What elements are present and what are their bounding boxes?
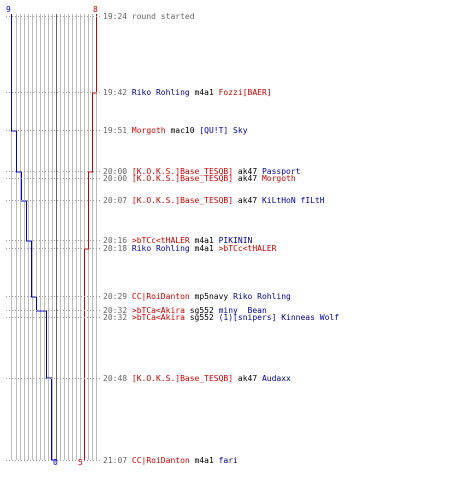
event-message: round started	[131, 12, 195, 21]
weapon-label: mac10	[165, 126, 200, 135]
event-time: 20:00	[103, 174, 132, 183]
weapon-label: ak47	[233, 374, 262, 383]
event-time: 20:32	[103, 313, 132, 322]
player-name: >bTCc<tHALER	[131, 236, 190, 245]
event-row: 19:24 round started	[103, 12, 195, 22]
event-row: 20:48 [K.O.K.S.]Base_TESQB] ak47 Audaxx	[103, 374, 291, 384]
player-name: Audaxx	[261, 374, 291, 383]
weapon-label: sg552	[184, 313, 219, 322]
event-row: 19:51 Morgoth mac10 [QU!T] Sky	[103, 126, 248, 136]
player-name: >bTCc<tHALER	[218, 244, 277, 253]
event-time: 19:24	[103, 12, 132, 21]
player-name: PIKININ	[218, 236, 253, 245]
player-name: CC|RoiDanton	[131, 456, 190, 465]
event-row: 20:32 >bTCa<Akira sg552 (1)[snipers] Kin…	[103, 313, 339, 323]
weapon-label: m4a1	[189, 244, 219, 253]
player-name: [K.O.K.S.]Base_TESQB]	[131, 196, 234, 205]
player-name: Passport	[261, 167, 301, 176]
weapon-label: m4a1	[189, 236, 219, 245]
event-row: 20:18 Riko Rohling m4a1 >bTCc<tHALER	[103, 244, 276, 254]
event-row: 20:32 >bTCa<Akira sg552 miny Bean	[103, 306, 267, 316]
event-row: 20:00 [K.O.K.S.]Base_TESQB] ak47 Passpor…	[103, 167, 301, 177]
player-name: Riko Rohling	[233, 292, 291, 301]
player-name: CC|RoiDanton	[131, 292, 190, 301]
event-time: 20:48	[103, 374, 132, 383]
event-row: 19:42 Riko Rohling m4a1 Fozzi[BAER]	[103, 88, 272, 98]
event-time: 20:16	[103, 236, 132, 245]
event-time: 20:07	[103, 196, 132, 205]
player-name: Morgoth	[131, 126, 166, 135]
player-name: >bTCa<Akira	[131, 306, 185, 315]
weapon-label: ak47	[233, 167, 262, 176]
event-row: 20:00 [K.O.K.S.]Base_TESQB] ak47 Morgoth	[103, 174, 296, 184]
event-row: 20:29 CC|RoiDanton mp5navy Riko Rohling	[103, 292, 291, 302]
weapon-label: m4a1	[189, 456, 219, 465]
event-row: 20:16 >bTCc<tHALER m4a1 PIKININ	[103, 236, 252, 246]
player-name: >bTCa<Akira	[131, 313, 185, 322]
weapon-label: m4a1	[189, 88, 219, 97]
player-name: Morgoth	[261, 174, 296, 183]
player-name: KiLtHoN fILtH	[261, 196, 325, 205]
event-time: 19:42	[103, 88, 132, 97]
player-name: Riko Rohling	[131, 244, 190, 253]
player-name: (1)[snipers] Kinneas Wolf	[218, 313, 340, 322]
event-time: 21:07	[103, 456, 132, 465]
blue-count-top: 9	[6, 5, 11, 14]
red-count-top: 8	[93, 5, 98, 14]
event-time: 20:18	[103, 244, 132, 253]
event-time: 20:32	[103, 306, 132, 315]
event-row: 20:07 [K.O.K.S.]Base_TESQB] ak47 KiLtHoN…	[103, 196, 325, 206]
red-team-alive-line	[84, 14, 97, 460]
weapon-label: ak47	[233, 174, 262, 183]
blue-team-alive-line	[11, 14, 57, 461]
red-count-bottom: 5	[78, 458, 83, 467]
event-row: 21:07 CC|RoiDanton m4a1 fari	[103, 456, 238, 466]
player-name: miny Bean	[218, 306, 267, 315]
weapon-label: mp5navy	[189, 292, 234, 301]
player-name: [K.O.K.S.]Base_TESQB]	[131, 374, 234, 383]
event-time: 20:29	[103, 292, 132, 301]
player-name: Riko Rohling	[131, 88, 190, 97]
weapon-label: ak47	[233, 196, 262, 205]
blue-count-bottom: 0	[53, 458, 58, 467]
player-name: Fozzi[BAER]	[218, 88, 272, 97]
event-time: 19:51	[103, 126, 132, 135]
player-name: [K.O.K.S.]Base_TESQB]	[131, 174, 234, 183]
player-name: [K.O.K.S.]Base_TESQB]	[131, 167, 234, 176]
event-time: 20:00	[103, 167, 132, 176]
player-name: [QU!T] Sky	[199, 126, 248, 135]
weapon-label: sg552	[184, 306, 219, 315]
player-name: fari	[218, 456, 238, 465]
